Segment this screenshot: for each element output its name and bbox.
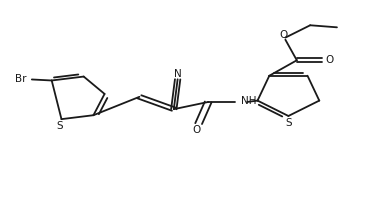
Text: S: S xyxy=(285,118,292,128)
Text: NH: NH xyxy=(241,96,257,106)
Text: N: N xyxy=(174,69,181,79)
Text: S: S xyxy=(56,121,63,131)
Text: Br: Br xyxy=(15,74,27,84)
Text: O: O xyxy=(279,30,288,40)
Text: O: O xyxy=(325,55,333,65)
Text: O: O xyxy=(193,125,201,135)
